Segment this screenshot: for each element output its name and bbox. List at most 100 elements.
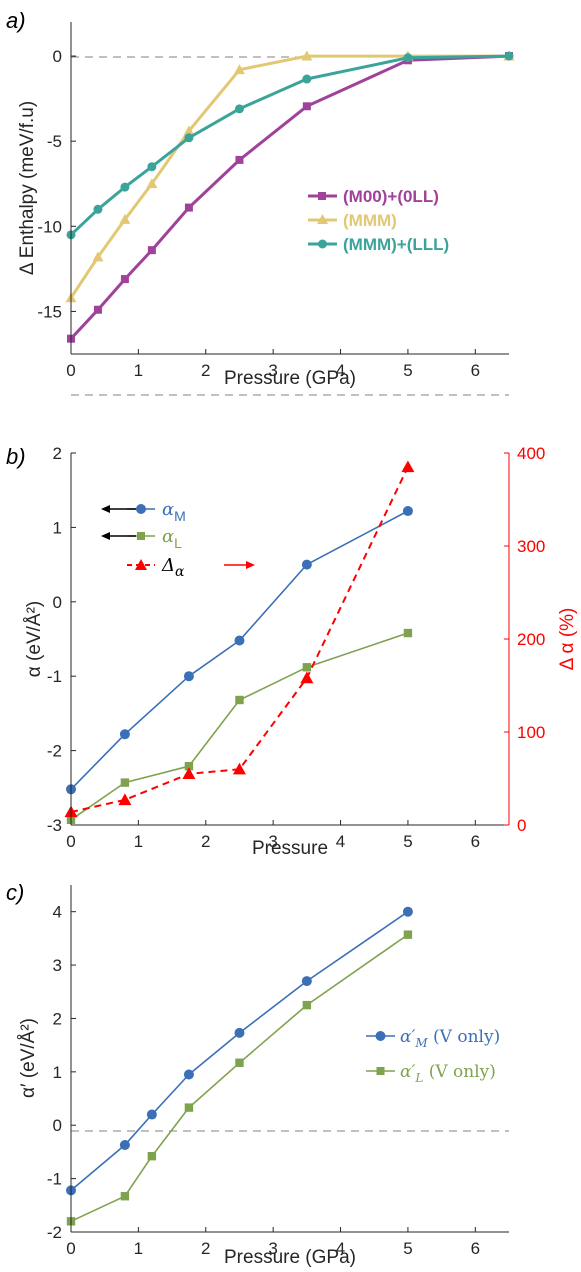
- legend-alpha-prime-l-base: α′: [400, 1062, 415, 1082]
- x-tick-label: 5: [403, 1239, 412, 1258]
- legend-alpha-m-base: α: [162, 499, 174, 520]
- y-tick-label: 1: [53, 518, 62, 537]
- y-tick-label: 4: [53, 903, 62, 922]
- series-line: [70, 933, 409, 1223]
- data-point: [146, 1109, 157, 1120]
- legend-alpha-prime-m-base: α′: [400, 1027, 415, 1047]
- data-point: [120, 275, 129, 284]
- legend-item-alpha-prime-l: α′L (V only): [366, 1062, 496, 1085]
- x-tick-label: 1: [134, 832, 143, 851]
- x-tick-label: 6: [471, 832, 480, 851]
- panel-c: c) 0 1 2 3 4 5 6 -2 -1 0 1 2 3 4 Pressure (GPa) α′ (…: [6, 880, 509, 1268]
- x-tick-label: 6: [471, 361, 480, 380]
- y-tick-label: 2: [53, 1009, 62, 1028]
- legend-alpha-l-sub: L: [174, 535, 182, 551]
- panel-b-x-label: Pressure: [252, 838, 328, 859]
- panel-b: b) 0 1 2 3 4 5 6 -3 -2 -1 0 1 2 0 100 200 300 400 Press…: [6, 394, 578, 859]
- legend-alpha-m-sub: M: [174, 508, 186, 524]
- legend-label-m00-0ll: (M00)+(0LL): [343, 187, 439, 206]
- legend-alpha-prime-m-suffix: (V only): [428, 1027, 501, 1047]
- left-axis-arrow-icon: [101, 505, 136, 513]
- panel-b-label: b): [6, 444, 26, 469]
- panel-a-y-ticks: -15 -10 -5 0: [37, 47, 76, 321]
- panel-b-series: [64, 460, 415, 824]
- data-point: [183, 1069, 194, 1080]
- data-point: [182, 767, 196, 780]
- panel-a: a) 0 1 2 3 4 5 6 -15 -10 -5 0 Pressure (GPa) Δ En…: [6, 8, 515, 389]
- x-tick-label: 2: [201, 361, 210, 380]
- panel-c-legend: α′M (V only) α′L (V only): [366, 1027, 500, 1085]
- panel-b-legend: αM αL Δα: [101, 499, 255, 580]
- data-point: [403, 53, 413, 63]
- legend-alpha-prime-l-sub: L: [414, 1071, 423, 1085]
- y-tick-right-label: 100: [517, 723, 545, 742]
- y-tick-label: -2: [47, 742, 62, 761]
- x-tick-label: 4: [336, 832, 345, 851]
- data-point: [118, 793, 132, 806]
- legend-marker-square: [318, 192, 326, 200]
- svg-text:αL: αL: [162, 526, 182, 551]
- x-tick-label: 2: [201, 832, 210, 851]
- data-point: [92, 251, 104, 262]
- data-point: [119, 729, 130, 740]
- legend-alpha-l-base: α: [162, 526, 174, 547]
- panel-c-x-ticks: 0 1 2 3 4 5 6: [66, 1227, 480, 1258]
- data-point: [235, 1058, 244, 1067]
- legend-label-mmm-lll: (MMM)+(LLL): [343, 235, 449, 254]
- data-point: [183, 125, 195, 136]
- data-point: [301, 50, 313, 61]
- data-point: [235, 155, 244, 164]
- panel-b-y-ticks: -3 -2 -1 0 1 2: [47, 444, 76, 835]
- panel-a-x-label: Pressure (GPa): [224, 368, 356, 389]
- data-point: [233, 64, 245, 75]
- y-tick-label: -10: [37, 217, 62, 236]
- data-point: [184, 203, 193, 212]
- panel-a-x-ticks: 0 1 2 3 4 5 6: [66, 349, 480, 380]
- svg-text:α′L (V only): α′L (V only): [400, 1062, 496, 1085]
- data-point: [93, 305, 102, 314]
- legend-marker-square: [376, 1067, 385, 1075]
- panel-b-y-label-right: Δ α (%): [557, 608, 578, 671]
- x-tick-label: 1: [134, 1239, 143, 1258]
- legend-item-mmm: (MMM): [308, 211, 397, 230]
- panel-a-legend: (M00)+(0LL) (MMM) (MMM)+(LLL): [308, 187, 449, 254]
- legend-item-mmm-lll: (MMM)+(LLL): [308, 235, 449, 254]
- y-tick-label: 0: [53, 47, 62, 66]
- data-point: [401, 460, 415, 473]
- legend-item-alpha-prime-m: α′M (V only): [366, 1027, 500, 1050]
- data-point: [403, 628, 413, 638]
- x-tick-label: 2: [201, 1239, 210, 1258]
- data-point: [120, 778, 130, 787]
- data-point: [147, 162, 157, 172]
- legend-label-mmm: (MMM): [343, 211, 397, 230]
- legend-item-alpha-l: αL: [127, 526, 182, 551]
- data-point: [300, 671, 314, 684]
- legend-alpha-prime-m-sub: M: [414, 1036, 428, 1050]
- data-point: [234, 635, 245, 646]
- data-point: [301, 976, 312, 987]
- legend-item-alpha-m: αM: [127, 499, 186, 524]
- data-point: [93, 204, 103, 214]
- panel-b-y-label: α (eV/Å²): [24, 601, 45, 677]
- data-point: [119, 1139, 130, 1150]
- x-tick-label: 3: [268, 1239, 277, 1258]
- panel-c-y-ticks: -2 -1 0 1 2 3 4: [47, 903, 76, 1242]
- data-point: [120, 182, 130, 192]
- legend-marker-circle: [318, 239, 327, 249]
- left-axis-arrow-icon: [101, 532, 136, 540]
- data-point: [119, 213, 131, 224]
- data-point: [402, 506, 413, 517]
- legend-marker-triangle: [317, 214, 328, 224]
- legend-delta-sub: α: [175, 564, 185, 580]
- legend-item-m00-0ll: (M00)+(0LL): [308, 187, 439, 206]
- series-line: [70, 510, 409, 790]
- series-line: [69, 54, 510, 236]
- series-line: [69, 54, 510, 340]
- y-tick-right-label: 200: [517, 630, 545, 649]
- x-tick-label: 3: [268, 832, 277, 851]
- panel-b-x-ticks: 0 1 2 3 4 5 6: [66, 820, 480, 851]
- panel-c-label: c): [6, 880, 24, 905]
- data-point: [184, 133, 194, 143]
- panel-a-series: [65, 50, 515, 343]
